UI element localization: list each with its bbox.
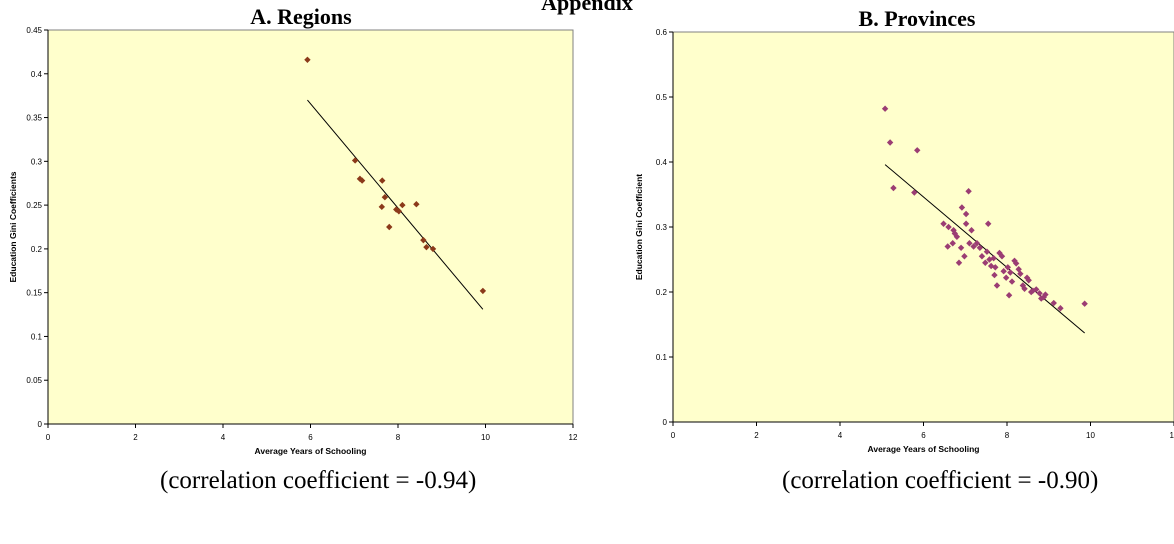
chart-b-trendline [884, 164, 1085, 334]
chart-b-data-point [993, 282, 1001, 289]
chart-a-x-tick-label: 0 [46, 433, 51, 442]
chart-b-data-point [966, 240, 973, 247]
chart-a-data-point [393, 206, 400, 213]
chart-b-data-point [985, 220, 992, 227]
chart-b-data-point [1050, 299, 1057, 307]
chart-b-y-tick-label: 0.1 [656, 353, 668, 362]
chart-a-y-tick-label: 0.3 [31, 157, 43, 166]
chart-a-x-tick-label: 2 [133, 433, 138, 442]
chart-b-x-tick-label: 8 [1005, 431, 1010, 440]
chart-a-data-point [379, 177, 386, 184]
chart-b-data-point [1038, 295, 1045, 302]
chart-b-data-point [996, 249, 1003, 257]
chart-b-data-point [1081, 300, 1088, 307]
chart-a-y-tick-label: 0 [38, 420, 43, 429]
chart-a-y-tick-label: 0.05 [26, 376, 42, 385]
chart-b-y-axis-label: Education Gini Coefficient [634, 174, 644, 280]
chart-a-y-axis-label: Education Gini Coefficients [8, 171, 18, 282]
chart-b-title: B. Provinces [859, 6, 976, 31]
chart-b-y-tick-label: 0.3 [656, 223, 668, 232]
chart-b-x-tick-label: 2 [754, 431, 759, 440]
chart-b-data-point [886, 139, 894, 146]
chart-b-data-point [968, 227, 975, 234]
chart-a-y-tick-label: 0.45 [26, 26, 42, 35]
chart-b-data-point [973, 240, 981, 247]
chart-a-x-tick-label: 12 [569, 433, 578, 442]
chart-a-data-point [386, 223, 393, 231]
chart-a-data-point [351, 157, 359, 164]
chart-a-data-point [381, 194, 389, 201]
chart-a-y-tick-label: 0.4 [31, 70, 43, 79]
chart-b-data-point [950, 227, 957, 234]
chart-a-correlation-caption: (correlation coefficient = -0.94) [160, 467, 477, 494]
chart-a-title: A. Regions [250, 4, 352, 29]
chart-a-x-axis-label: Average Years of Schooling [255, 446, 367, 456]
chart-b-data-point [951, 230, 959, 237]
chart-a-data-point [378, 203, 386, 211]
chart-a-x-tick-label: 8 [396, 433, 401, 442]
chart-a-y-tick-label: 0.15 [26, 289, 42, 298]
chart-b-data-point [1033, 286, 1040, 293]
chart-b-x-tick-label: 10 [1086, 431, 1095, 440]
chart-a-data-point [420, 236, 427, 244]
chart-b-x-tick-label: 12 [1170, 431, 1174, 440]
chart-a-x-tick-label: 6 [308, 433, 313, 442]
chart-b-data-point [970, 243, 977, 250]
chart-b-y-tick-label: 0.2 [656, 288, 668, 297]
chart-b-data-point [890, 184, 897, 192]
chart-a-y-tick-label: 0.1 [31, 332, 43, 341]
chart-b-y-tick-label: 0.4 [656, 158, 668, 167]
chart-b-data-point [953, 233, 961, 240]
chart-b-x-tick-label: 0 [671, 431, 676, 440]
chart-a-regions: 0 0.05 0.1 0.15 0.2 0.25 0.3 0.35 0.4 0.45 0 2 4 6 8 10… [8, 4, 578, 456]
page-title: Appendix [541, 0, 633, 15]
chart-a-data-point [429, 245, 437, 253]
chart-b-data-point [1008, 278, 1016, 285]
chart-a-x-tick-label: 4 [221, 433, 226, 442]
chart-b-data-point [1017, 270, 1024, 277]
chart-a-data-point [479, 287, 487, 295]
chart-b-x-axis-label: Average Years of Schooling [868, 444, 980, 454]
chart-a-y-tick-label: 0.25 [26, 201, 42, 210]
chart-a-trendline [307, 99, 484, 310]
chart-b-x-tick-label: 6 [921, 431, 926, 440]
chart-b-data-point [987, 262, 995, 270]
chart-b-data-point [945, 223, 952, 231]
chart-b-data-point [1005, 292, 1013, 299]
chart-b-x-tick-label: 4 [838, 431, 843, 440]
chart-a-data-point [358, 177, 366, 184]
chart-a-data-point [395, 208, 403, 215]
chart-a-plot-area [47, 29, 574, 425]
chart-b-y-tick-label: 0.5 [656, 93, 668, 102]
chart-a-y-tick-label: 0.2 [31, 245, 43, 254]
chart-b-provinces: 0 0.1 0.2 0.3 0.4 0.5 0.6 0 2 4 6 8 10 12 B. Provinces… [634, 6, 1174, 454]
chart-b-data-point [949, 240, 956, 247]
chart-a-data-point [413, 201, 420, 208]
chart-a-x-tick-label: 10 [481, 433, 490, 442]
chart-b-y-tick-label: 0.6 [656, 28, 668, 37]
chart-a-data-point [423, 243, 430, 251]
chart-b-y-tick-label: 0 [663, 418, 668, 427]
chart-b-data-point [998, 253, 1006, 260]
chart-b-plot-area [672, 31, 1174, 423]
chart-a-data-point [304, 56, 311, 63]
chart-a-data-point [399, 201, 406, 209]
chart-a-y-tick-label: 0.35 [26, 114, 42, 123]
chart-b-data-point [990, 255, 997, 262]
chart-b-data-point [991, 271, 998, 279]
chart-b-correlation-caption: (correlation coefficient = -0.90) [782, 467, 1099, 494]
